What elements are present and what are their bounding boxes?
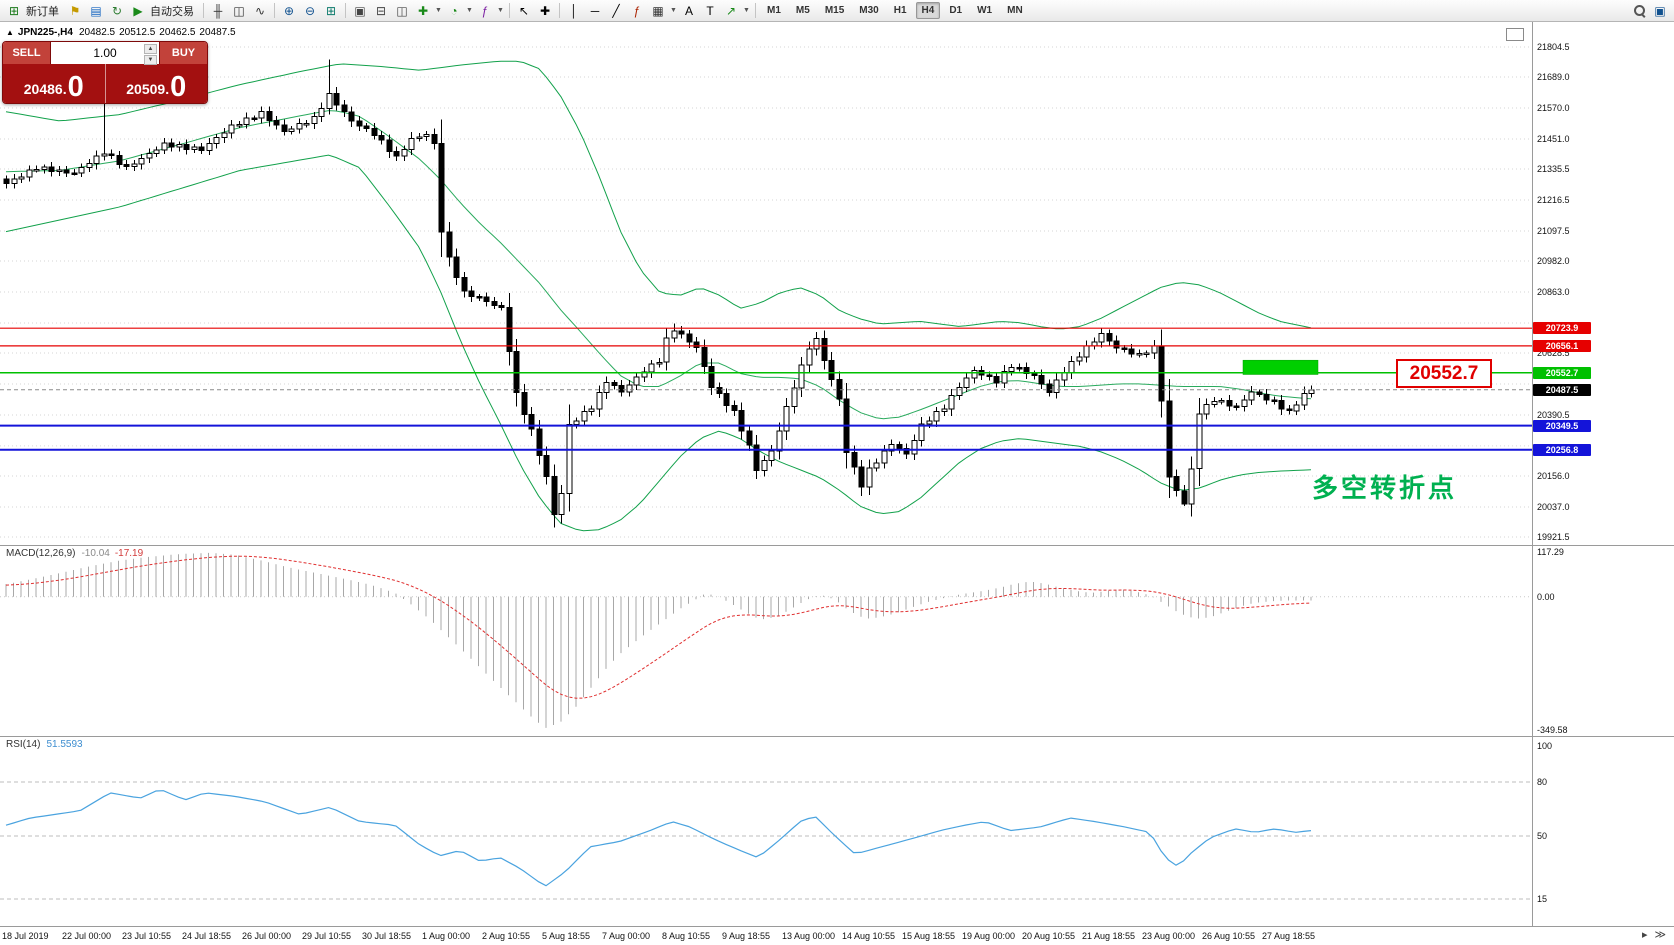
volume-input[interactable]: 1.00 ▲ ▼ (50, 42, 160, 65)
new-order-label: 新订单 (26, 5, 59, 18)
indicators-dropdown[interactable]: ▼ (497, 7, 504, 14)
cascade-windows-icon[interactable]: ▣ (354, 3, 366, 18)
timeframe-d1[interactable]: D1 (949, 5, 963, 16)
timeframe-h1[interactable]: H1 (893, 5, 907, 16)
line-chart-icon[interactable]: ∿ (254, 3, 266, 18)
buy-price-main: 20509. (126, 81, 170, 98)
fibonacci-icon[interactable]: ƒ (633, 3, 641, 18)
crosshair-icon[interactable]: ✚ (539, 3, 551, 18)
new-chart-dropdown[interactable]: ▼ (435, 7, 442, 14)
shapes-dropdown[interactable]: ▼ (670, 7, 677, 14)
timeframe-m30[interactable]: M30 (859, 5, 879, 16)
indicators-icon[interactable]: ƒ (481, 3, 489, 18)
main-toolbar: ⊞ 新订单 ⚑ ▤ ↻ ▶ 自动交易 ╫ ◫ ∿ ⊕ ⊖ ⊞ ▣ ⊟ ◫ ✚ ▼ ◔ ▼ ƒ ▼ ↖ ✚ │ ─ ╱ ƒ ▦ ▼ A T ↗ ▼ M… (0, 0, 1674, 22)
arrows-dropdown[interactable]: ▼ (743, 7, 750, 14)
sell-price-big: 0 (67, 71, 84, 104)
new-chart-icon[interactable]: ✚ (417, 3, 429, 18)
horizontal-line-icon[interactable]: ─ (590, 3, 600, 18)
toolbar-separator (203, 3, 204, 18)
search-icon[interactable] (1629, 2, 1649, 20)
one-click-trading-panel: SELL 1.00 ▲ ▼ BUY 20486. 0 20509. 0 (2, 41, 208, 104)
zoom-in-icon[interactable]: ⊕ (283, 3, 295, 18)
scroll-forward-icon[interactable]: ▸ (1641, 929, 1648, 941)
vertical-line-icon[interactable]: │ (570, 3, 578, 18)
profiles-icon[interactable]: ⚑ (69, 3, 81, 18)
toolbar-separator (559, 3, 560, 18)
cursor-icon[interactable]: ↖ (518, 3, 530, 18)
buy-price[interactable]: 20509. 0 (106, 64, 208, 103)
timeframe-h4[interactable]: H4 (915, 2, 941, 19)
sell-button[interactable]: SELL (12, 47, 41, 59)
sell-price[interactable]: 20486. 0 (3, 64, 106, 103)
buy-button[interactable]: BUY (171, 47, 196, 59)
toolbar-separator (274, 3, 275, 18)
timeframe-m15[interactable]: M15 (824, 5, 845, 16)
panels-icon[interactable]: ▣ (1654, 3, 1666, 18)
toolbar-separator (509, 3, 510, 18)
search-icon (1633, 4, 1646, 17)
timeline-controls: ▸ ≫ (1642, 928, 1666, 941)
tile-vertical-icon[interactable]: ◫ (396, 3, 408, 18)
autotrading-label: 自动交易 (150, 5, 194, 18)
arrows-icon[interactable]: ↗ (725, 3, 737, 18)
trendline-icon[interactable]: ╱ (612, 3, 620, 18)
text-label-icon[interactable]: T (706, 3, 714, 18)
tile-windows-icon[interactable]: ⊞ (325, 3, 337, 18)
volume-value: 1.00 (93, 46, 117, 60)
candlestick-chart-icon[interactable]: ◫ (233, 3, 245, 18)
autotrading-icon[interactable]: ▶ (133, 3, 143, 18)
jump-to-end-icon[interactable]: ≫ (1654, 929, 1666, 941)
timeframe-m5[interactable]: M5 (795, 5, 810, 16)
refresh-icon[interactable]: ↻ (111, 3, 123, 18)
text-icon[interactable]: A (684, 3, 693, 18)
toolbar-separator (755, 3, 756, 18)
tile-horizontal-icon[interactable]: ⊟ (375, 3, 387, 18)
timeframe-w1[interactable]: W1 (977, 5, 993, 16)
sell-price-main: 20486. (23, 81, 67, 98)
timeframe-m1[interactable]: M1 (767, 5, 781, 16)
market-watch-icon[interactable]: ▤ (90, 3, 102, 18)
buy-price-big: 0 (170, 71, 187, 104)
shapes-icon[interactable]: ▦ (652, 3, 664, 18)
period-icon[interactable]: ◔ (450, 3, 458, 18)
toolbar-separator (345, 3, 346, 18)
timeframe-mn[interactable]: MN (1007, 5, 1023, 16)
zoom-out-icon[interactable]: ⊖ (304, 3, 316, 18)
bar-chart-icon[interactable]: ╫ (213, 3, 223, 18)
volume-up-button[interactable]: ▲ (144, 44, 157, 54)
period-dropdown[interactable]: ▼ (466, 7, 473, 14)
volume-down-button[interactable]: ▼ (144, 55, 157, 65)
new-order-icon[interactable]: ⊞ (8, 3, 20, 18)
